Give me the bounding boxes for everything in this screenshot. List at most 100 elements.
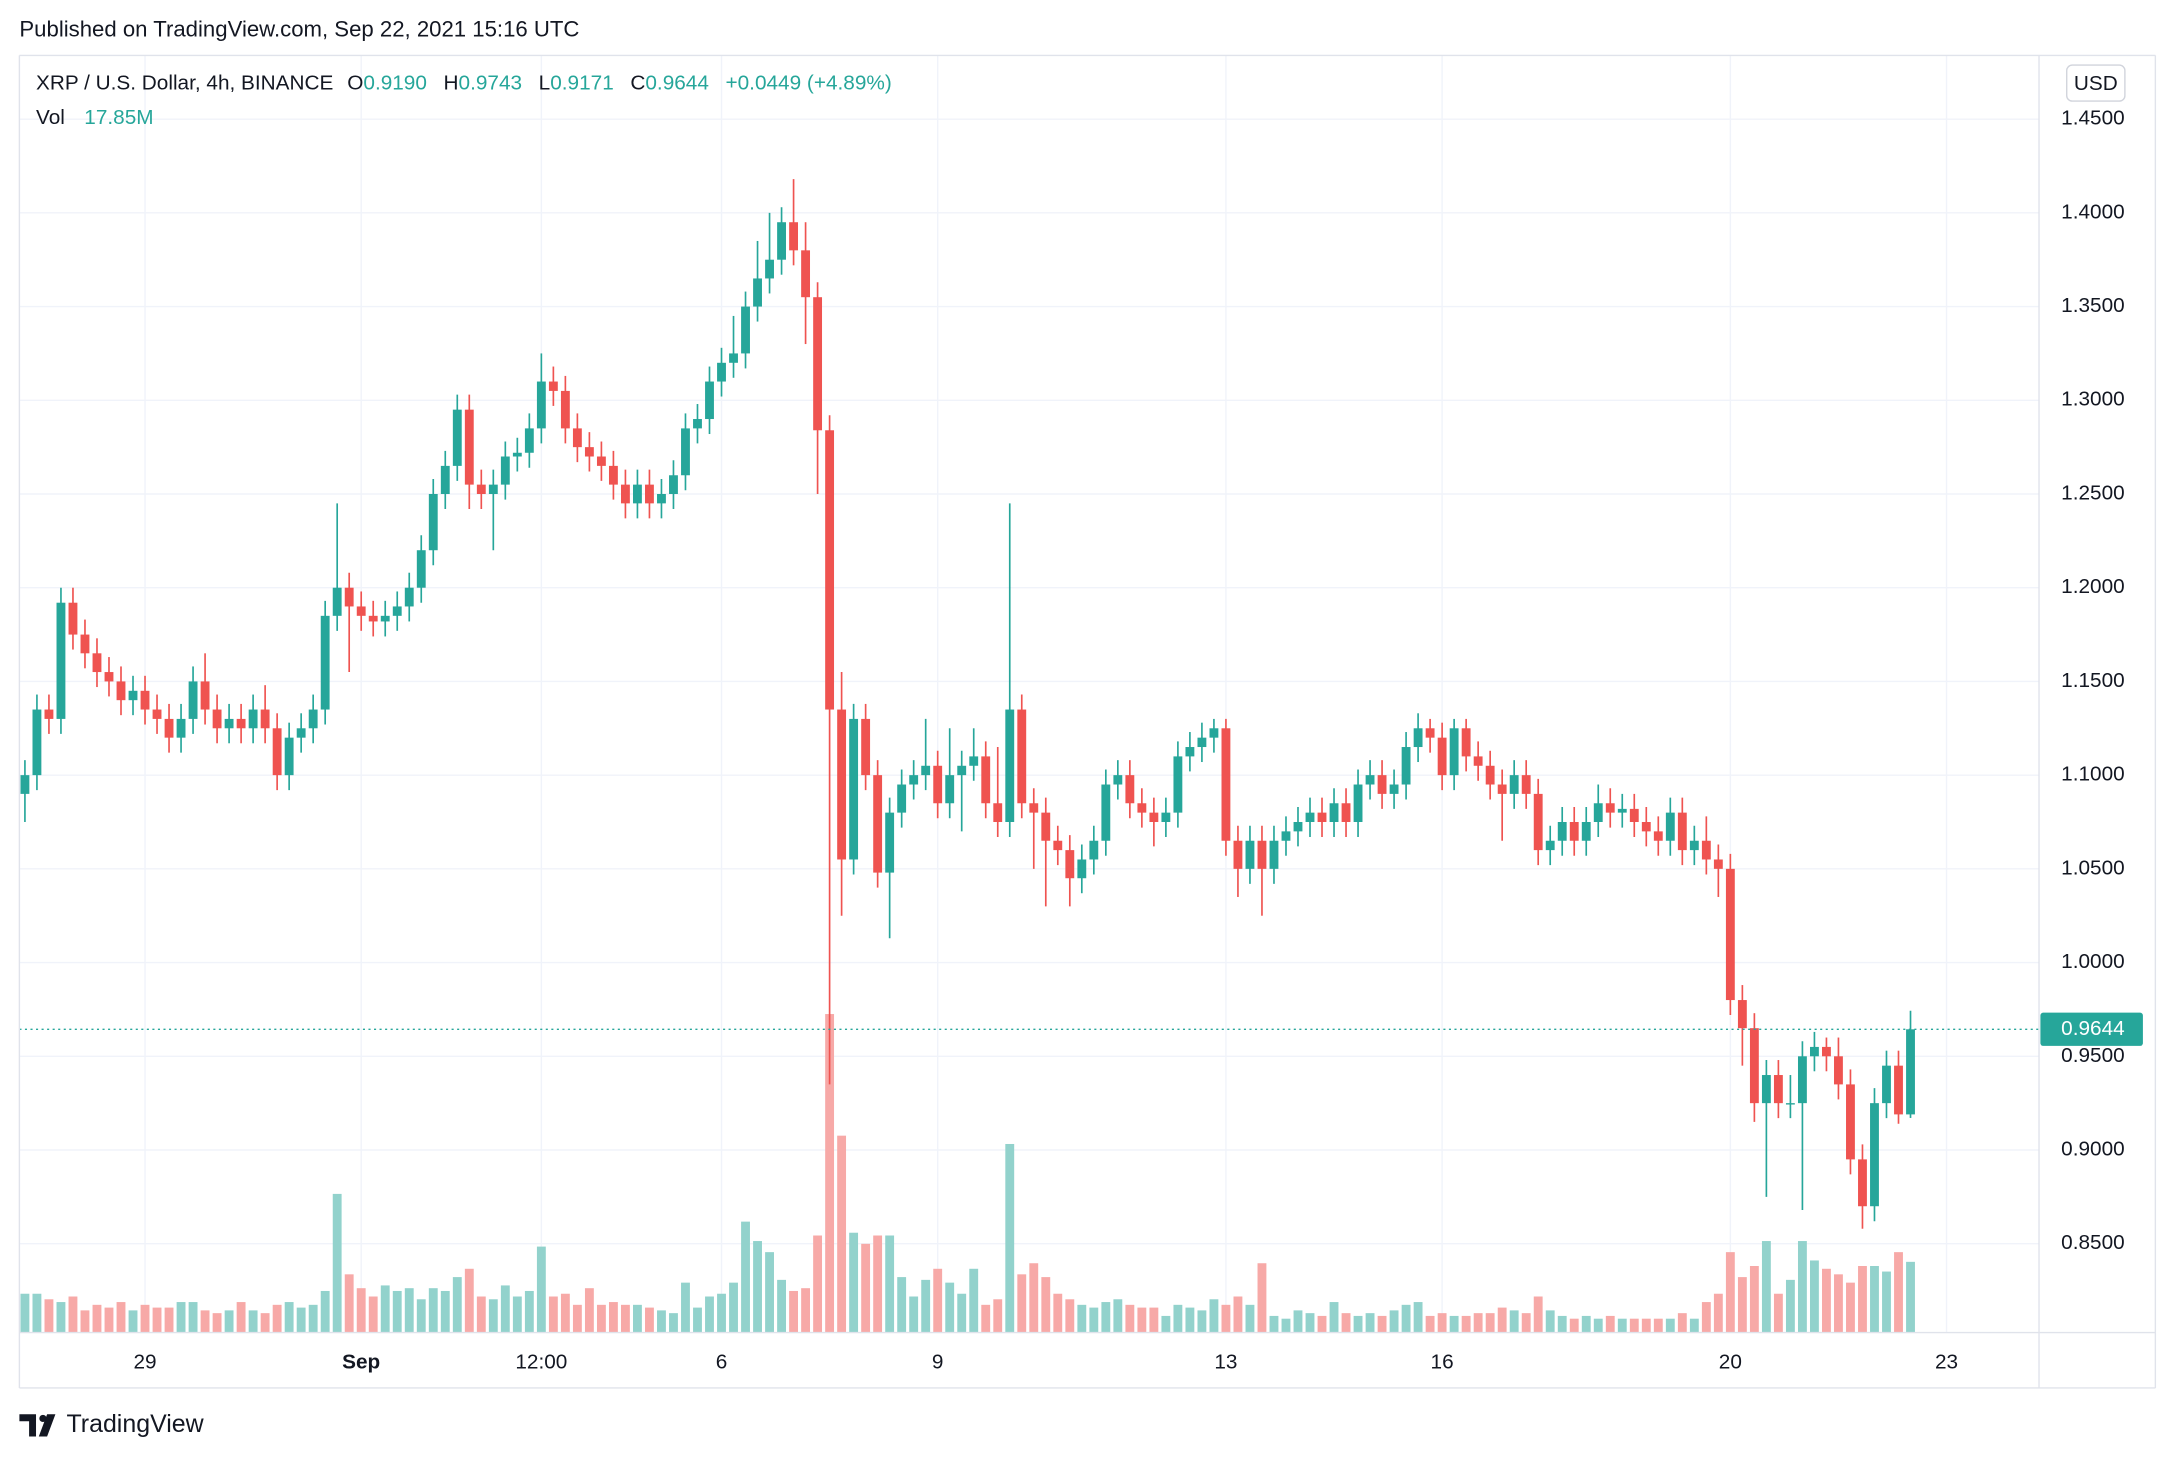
- volume-bar: [152, 1307, 162, 1333]
- candle-body: [1882, 1065, 1891, 1104]
- candle-body: [212, 709, 222, 729]
- volume-bar: [921, 1279, 931, 1333]
- volume-bar: [1053, 1293, 1063, 1333]
- candle-body: [825, 430, 835, 710]
- volume-bar: [1113, 1299, 1123, 1333]
- candle-body: [1101, 784, 1111, 841]
- volume-bar: [1149, 1307, 1159, 1333]
- candle-body: [1029, 803, 1039, 813]
- candle-body: [1173, 756, 1183, 813]
- y-tick-label: 1.2500: [2061, 481, 2125, 504]
- y-tick-label: 0.9000: [2061, 1137, 2125, 1160]
- volume-bar: [1797, 1241, 1807, 1333]
- ohlc-key: H: [444, 72, 459, 95]
- volume-bar: [1221, 1304, 1231, 1333]
- volume-bar: [68, 1296, 78, 1333]
- volume-bar: [440, 1290, 450, 1333]
- candle-body: [657, 493, 666, 504]
- volume-bar: [1846, 1282, 1855, 1333]
- volume-bar: [20, 1293, 30, 1333]
- volume-bar: [1269, 1315, 1279, 1333]
- volume-bar: [572, 1304, 582, 1333]
- x-tick-label: 20: [1719, 1351, 1742, 1374]
- candle-body: [1653, 831, 1663, 841]
- volume-bar: [1017, 1274, 1027, 1333]
- volume-bar: [1257, 1263, 1267, 1333]
- volume-bar: [993, 1299, 1003, 1333]
- candle-body: [1041, 812, 1051, 841]
- candle-body: [1485, 765, 1495, 785]
- candle-body: [284, 737, 294, 776]
- x-tick-label: 16: [1431, 1351, 1454, 1374]
- last-price-box: [2040, 1012, 2143, 1046]
- y-tick-label: 1.0500: [2061, 856, 2125, 879]
- candle-body: [1269, 840, 1279, 869]
- ohlc-key: L: [539, 72, 551, 95]
- volume-bar: [1401, 1304, 1411, 1333]
- candle-body: [1569, 822, 1579, 841]
- ohlc-key: C: [630, 72, 645, 95]
- volume-bar: [1569, 1318, 1579, 1333]
- volume-bar: [1641, 1318, 1651, 1333]
- volume-title: Vol: [36, 107, 65, 130]
- candle-body: [428, 493, 438, 551]
- volume-bar: [56, 1302, 66, 1333]
- axes: 0.8500 0.9000 0.9500 1.0000 1.0500 1.1000 1.15…: [133, 107, 2143, 1374]
- volume-bar: [1785, 1279, 1795, 1333]
- candle-body: [633, 484, 642, 504]
- volume-bar: [128, 1310, 138, 1333]
- candle-body: [1017, 709, 1027, 804]
- candle-body: [1834, 1056, 1843, 1085]
- volume-bar: [1461, 1315, 1471, 1333]
- volume-bar: [1365, 1313, 1375, 1333]
- candle-body: [705, 381, 714, 420]
- candle-body: [224, 718, 234, 729]
- candle-body: [476, 484, 486, 494]
- symbol-legend: XRP / U.S. Dollar, 4h, BINANCE O0.9190 H0.…: [36, 72, 892, 95]
- volume-bar: [1521, 1313, 1531, 1333]
- ohlc-value: 0.9644: [645, 72, 709, 95]
- volume-bar: [657, 1310, 666, 1333]
- candle-body: [80, 634, 90, 654]
- candle-body: [945, 775, 955, 804]
- volume-bar: [1029, 1263, 1039, 1333]
- volume-bar: [1485, 1313, 1495, 1333]
- volume-bar: [596, 1304, 606, 1333]
- volume-bar: [1281, 1318, 1291, 1333]
- candle-body: [260, 709, 270, 729]
- candle-body: [861, 718, 871, 776]
- candle-body: [380, 615, 390, 622]
- x-tick-label: 13: [1214, 1351, 1237, 1374]
- candle-body: [1329, 803, 1339, 823]
- volume-bar: [1629, 1318, 1639, 1333]
- volume-bar: [1581, 1315, 1591, 1333]
- candle-body: [789, 222, 799, 251]
- volume-bar: [741, 1221, 750, 1333]
- candle-body: [933, 765, 943, 804]
- volume-bar: [945, 1282, 955, 1333]
- volume-bar: [753, 1241, 762, 1333]
- volume-bar: [212, 1313, 222, 1333]
- candle-body: [1605, 803, 1615, 813]
- volume-bar: [1533, 1296, 1543, 1333]
- brand-dot: [39, 1414, 47, 1423]
- volume-bar: [1701, 1302, 1711, 1333]
- candle-body: [344, 587, 354, 607]
- volume-bar: [536, 1246, 546, 1333]
- volume-bar: [1497, 1307, 1507, 1333]
- y-tick-label: 1.1500: [2061, 669, 2125, 692]
- candle-body: [1461, 728, 1471, 757]
- currency-box[interactable]: [2066, 64, 2126, 102]
- volume-bar: [1894, 1252, 1903, 1333]
- candle-body: [1677, 812, 1687, 851]
- candle-body: [1161, 812, 1171, 823]
- volume-bar: [236, 1302, 246, 1333]
- candle-body: [741, 306, 750, 354]
- candle-body: [188, 681, 198, 719]
- volume-bar: [1425, 1315, 1435, 1333]
- y-tick-label: 1.1000: [2061, 763, 2125, 786]
- currency[interactable]: USD: [2074, 72, 2118, 95]
- volume-bar: [1305, 1313, 1315, 1333]
- volume-bar: [1437, 1313, 1447, 1333]
